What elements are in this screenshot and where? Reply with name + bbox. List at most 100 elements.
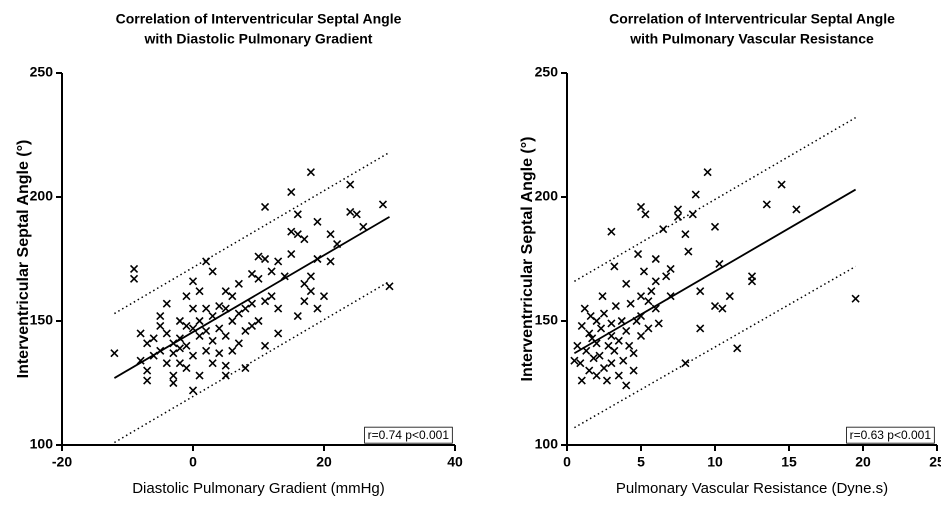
point [110,349,119,358]
point [598,292,607,301]
annotation: r=0.74 p<0.001 [368,428,450,442]
point [378,200,388,209]
point [576,359,585,368]
point [234,309,243,318]
point [156,321,165,331]
fit-line [114,151,390,315]
point [169,339,178,348]
annotation-box [364,426,453,444]
point [195,331,204,340]
point [143,339,152,348]
point [202,304,211,313]
point [577,321,586,331]
point [747,277,757,286]
point [247,299,257,308]
point [611,302,620,311]
x-tick-label: 20 [855,454,871,470]
point [725,292,734,301]
point [602,376,612,385]
point [610,346,619,355]
panel: Correlation of Interventricular Septal A… [15,11,463,497]
point [169,378,178,388]
point [346,207,355,216]
x-axis-label: Diastolic Pulmonary Gradient (mmHg) [132,480,385,497]
point [599,364,609,373]
point [644,297,653,306]
point [254,316,263,326]
point [254,274,263,283]
point [607,227,616,236]
point [681,230,690,239]
y-tick-label: 250 [535,64,559,80]
point [681,359,690,368]
point [188,324,198,333]
x-tick-label: 5 [637,454,645,470]
point [221,371,230,380]
point [629,366,638,375]
y-tick-label: 100 [30,436,54,452]
point [228,316,237,326]
point [641,210,650,219]
point [188,304,198,313]
point [293,230,302,239]
x-tick-label: 0 [189,454,197,470]
y-tick-label: 200 [535,188,559,204]
point [260,202,270,211]
point [585,329,594,338]
point [644,324,653,333]
point [175,359,184,368]
point [688,210,697,219]
x-axis-label: Pulmonary Vascular Resistance (Dyne.s) [616,480,888,497]
point [619,356,628,365]
point [267,292,276,301]
point [182,321,191,331]
point [274,304,283,313]
point [162,359,171,368]
point [633,249,643,259]
point [247,269,257,278]
point [626,299,635,308]
point [715,259,724,269]
y-tick-label: 200 [30,188,54,204]
point [221,304,230,313]
point [651,254,660,264]
point [228,346,237,355]
point [599,309,609,318]
point [710,302,720,311]
point [195,287,204,296]
point [617,316,626,326]
point [129,264,139,273]
point [385,282,394,291]
point [595,351,604,360]
point [188,386,198,395]
point [221,331,230,340]
point [143,376,152,385]
point [156,346,165,355]
point [260,254,270,264]
fit-line [574,116,856,282]
y-tick-label: 100 [535,436,559,452]
point [573,341,582,350]
point [703,168,712,177]
point [175,316,184,326]
point [673,212,683,221]
point [175,344,184,353]
annotation: r=0.63 p<0.001 [850,428,932,442]
y-axis-label: Interventrricular Septal Angle (°) [519,137,536,382]
point [215,349,224,358]
point [718,304,727,313]
point [313,217,322,226]
point [241,326,250,335]
point [228,292,237,301]
point [696,287,705,296]
point [162,329,171,338]
point [169,349,178,358]
point [267,267,276,276]
chart-title: Correlation of Interventricular Septal A… [116,11,402,27]
point [346,180,355,189]
x-tick-label: 10 [707,454,723,470]
point [636,311,646,321]
point [195,316,204,326]
point [696,324,705,333]
